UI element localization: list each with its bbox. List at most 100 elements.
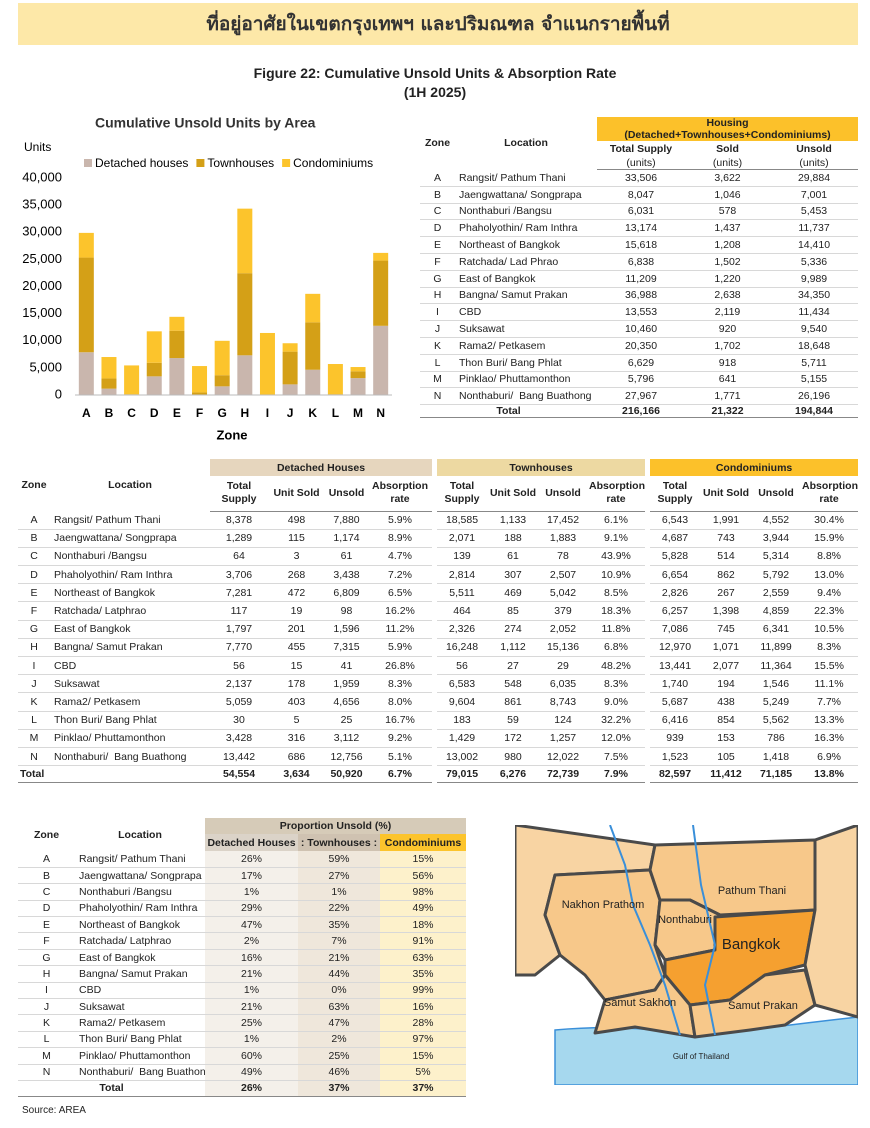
value-cell: 15% (380, 1047, 466, 1065)
value-cell: 98 (325, 601, 368, 621)
value-cell: 5,336 (770, 253, 858, 271)
value-cell: 18,648 (770, 337, 858, 355)
value-cell: 9.2% (368, 729, 432, 748)
total-value: 194,844 (770, 404, 858, 419)
value-cell: 11,209 (597, 270, 685, 288)
data-row: G East of Bangkok 1,797 201 1,596 11.2% 2,326 2… (18, 620, 859, 639)
y-tick-label: 10,000 (22, 332, 62, 347)
value-cell: 1,418 (752, 747, 801, 767)
location-cell: CBD (455, 303, 597, 322)
value-cell: 17,452 (539, 511, 587, 530)
value-cell: 3,706 (210, 565, 268, 585)
total-value: 37% (298, 1079, 380, 1097)
value-cell: 6,838 (597, 253, 685, 271)
data-row: A Rangsit/ Pathum Thani 33,506 3,622 29,884 (420, 169, 858, 187)
bar-segment (259, 332, 275, 395)
value-cell: 64 (210, 547, 268, 567)
source: Source: AREA (22, 1105, 86, 1116)
value-cell: 8.3% (800, 638, 859, 658)
spacer (645, 638, 651, 657)
x-tick-label: A (82, 406, 91, 420)
value-cell: 3,634 (268, 765, 325, 784)
value-cell: 5.9% (368, 638, 432, 658)
value-cell: 33,506 (597, 169, 685, 187)
location-cell: Jaengwattana/ Songprapa (455, 186, 597, 204)
zone-cell: F (420, 253, 455, 271)
data-row: A Rangsit/ Pathum Thani 26% 59% 15% (18, 851, 466, 868)
value-cell: 9.4% (800, 583, 859, 603)
value-cell: 498 (268, 511, 325, 530)
value-cell: 469 (487, 583, 539, 603)
x-tick-label: C (127, 406, 136, 420)
value-cell: 34,350 (770, 287, 858, 305)
value-cell: 9.0% (587, 692, 646, 712)
zone-cell: C (420, 203, 455, 221)
value-cell: 6,276 (487, 765, 539, 784)
column-header: Total Supply (210, 476, 268, 512)
zone-cell: G (420, 270, 455, 288)
value-cell: 99% (380, 982, 466, 1000)
zone-cell: K (420, 337, 455, 355)
spacer (432, 547, 437, 566)
value-cell: 1,546 (752, 674, 801, 694)
value-cell: 13.8% (800, 765, 859, 784)
zone-cell: J (420, 320, 455, 338)
value-cell: 455 (268, 638, 325, 658)
location-cell: Nonthaburi/ Bang Buathon (75, 1064, 205, 1081)
value-cell: 920 (685, 320, 770, 338)
bar-segment (214, 340, 230, 376)
value-cell: 21% (205, 998, 298, 1016)
value-cell: 15,618 (597, 236, 685, 254)
value-cell: 5,792 (752, 565, 801, 585)
bar-segment (124, 365, 140, 395)
value-cell: 56 (210, 656, 268, 676)
value-cell: 8.3% (587, 674, 646, 694)
value-cell: 27% (298, 867, 380, 885)
value-cell: 178 (268, 674, 325, 694)
location-cell: Northeast of Bangkok (50, 583, 210, 603)
bar-segment (101, 357, 117, 379)
map-label: Nakhon Prathom (562, 899, 645, 911)
total-label: Total (18, 765, 210, 784)
value-cell: 8,047 (597, 186, 685, 204)
value-cell: 5,562 (752, 711, 801, 730)
zone-cell: B (18, 867, 75, 885)
data-row: B Jaengwattana/ Songprapa 1,289 115 1,174 8.9… (18, 529, 859, 548)
value-cell: 5,155 (770, 371, 858, 389)
location-cell: Pinklao/ Phuttamonthon (75, 1047, 205, 1065)
x-tick-label: K (308, 406, 317, 420)
location-header: Location (108, 479, 152, 491)
value-cell: 2,638 (685, 287, 770, 305)
x-tick-label: D (150, 406, 159, 420)
location-cell: Bangna/ Samut Prakan (75, 965, 205, 983)
location-cell: CBD (50, 656, 210, 676)
bar-segment (214, 386, 230, 395)
data-row: G East of Bangkok 16% 21% 63% (18, 949, 466, 967)
data-row: L Thon Buri/ Bang Phlat 1% 2% 97% (18, 1031, 466, 1049)
zone-cell: C (18, 883, 75, 901)
x-tick-label: I (266, 406, 269, 420)
value-cell: 47% (298, 1014, 380, 1032)
map-label: Nonthaburi (658, 914, 712, 926)
province (688, 968, 817, 1039)
value-cell: 25% (298, 1047, 380, 1065)
legend-label: Condominiums (293, 156, 373, 170)
value-cell: 2,071 (437, 529, 487, 548)
value-cell: 6,543 (650, 511, 701, 530)
value-cell: 4.7% (368, 547, 432, 567)
spacer (645, 459, 651, 511)
zone-cell: F (18, 932, 75, 950)
location-cell: Ratchada/ Latphrao (50, 601, 210, 621)
value-cell: 5.1% (368, 747, 432, 767)
value-cell: 1% (205, 1031, 298, 1049)
value-cell: 56 (437, 656, 487, 676)
spacer (432, 765, 437, 783)
legend-swatch (196, 159, 205, 167)
value-cell: 30.4% (800, 511, 859, 530)
header-row: Zone Location Housing (Detached+Townhouses+… (420, 117, 858, 149)
bar-segment (237, 355, 253, 395)
zone-cell: N (18, 747, 50, 767)
value-cell: 3,622 (685, 169, 770, 187)
value-cell: 12,022 (539, 747, 587, 767)
header-row: Zone Location Proportion Unsold (%) (18, 818, 466, 841)
